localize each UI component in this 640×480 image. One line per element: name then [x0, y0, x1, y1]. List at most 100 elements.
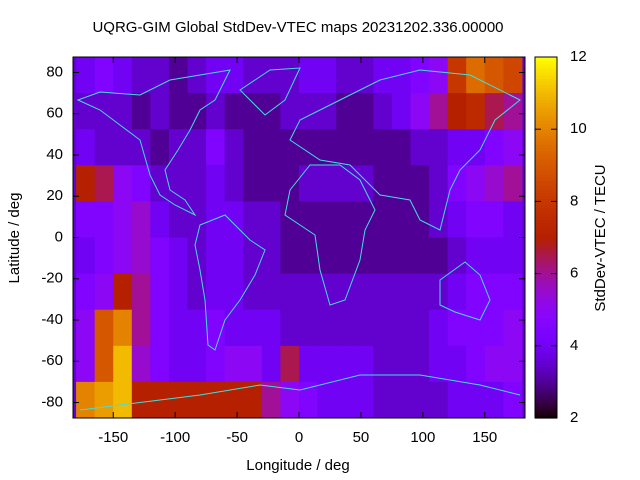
colorbar-step: [535, 138, 557, 142]
colorbar-step: [535, 243, 557, 248]
axes: 2 4 6 8 10 12 -150 -100 -50 0 50 100 150 -80 -60 -40 -20…: [41, 48, 586, 446]
colorbar-step: [535, 363, 557, 368]
heatmap-cell: [317, 165, 337, 202]
heatmap-cell: [484, 93, 504, 130]
heatmap-cell: [94, 93, 114, 130]
colorbar-step: [535, 318, 557, 323]
heatmap-cell: [336, 237, 356, 275]
colorbar-tick-label: 12: [570, 48, 587, 65]
heatmap-cell: [94, 57, 114, 94]
colorbar-step: [535, 333, 557, 338]
heatmap-cell: [76, 237, 96, 275]
heatmap-cell: [354, 273, 374, 311]
heatmap-cell: [113, 93, 133, 130]
chart-title: UQRG-GIM Global StdDev-VTEC maps 2023120…: [92, 19, 503, 36]
colorbar-step: [535, 144, 557, 148]
colorbar-step: [535, 402, 557, 407]
y-axis-label: Latitude / deg: [6, 193, 23, 284]
colorbar-step: [535, 261, 557, 266]
heatmap-cell: [484, 381, 504, 419]
colorbar-tick-label: 6: [570, 265, 578, 282]
heatmap-cell: [187, 165, 207, 202]
colorbar-step: [535, 198, 557, 202]
heatmap-cell: [466, 165, 486, 202]
heatmap-cell: [410, 345, 430, 383]
colorbar-tick-label: 10: [570, 120, 587, 137]
heatmap-cell: [280, 57, 300, 94]
heatmap-cell: [76, 345, 96, 383]
heatmap-cell: [150, 165, 170, 202]
heatmap-cell: [391, 273, 411, 311]
colorbar-step: [535, 120, 557, 124]
heatmap-cell: [168, 57, 189, 94]
heatmap-cell: [336, 57, 356, 94]
heatmap-cell: [150, 93, 170, 130]
heatmap-cell: [373, 129, 393, 166]
heatmap-cell: [447, 237, 467, 275]
colorbar-step: [535, 369, 557, 374]
heatmap-cell: [410, 273, 430, 311]
colorbar-step: [535, 345, 557, 350]
heatmap-cell: [243, 93, 263, 130]
heatmap-cell: [373, 201, 393, 238]
colorbar-step: [535, 108, 557, 112]
heatmap-cell: [466, 93, 486, 130]
y-tick-label: -80: [41, 393, 63, 410]
heatmap-cell: [243, 237, 263, 275]
heatmap-cell: [206, 129, 226, 166]
heatmap-cell: [187, 309, 207, 347]
colorbar-step: [535, 297, 557, 302]
heatmap-cell: [336, 93, 356, 130]
heatmap-cell: [187, 381, 207, 419]
heatmap-cell: [447, 165, 467, 202]
heatmap-cell: [150, 237, 170, 275]
coastline: [76, 69, 231, 217]
heatmap-cell: [317, 345, 337, 383]
heatmap-cell: [187, 201, 207, 238]
heatmap-cell: [447, 129, 467, 166]
heatmap-cell: [484, 345, 504, 383]
heatmap-cell: [94, 273, 114, 311]
colorbar-step: [535, 72, 557, 76]
heatmap-cell: [317, 381, 337, 419]
heatmap-cell: [94, 309, 114, 347]
colorbar-step: [535, 270, 557, 275]
heatmap-cell: [299, 309, 319, 347]
heatmap-cell: [299, 57, 319, 94]
colorbar-step: [535, 201, 557, 206]
colorbar-step: [535, 255, 557, 260]
colorbar-step: [535, 225, 557, 230]
heatmap-cell: [373, 237, 393, 275]
heatmap-cell: [261, 129, 281, 166]
colorbar-step: [535, 312, 557, 317]
heatmap-cell: [113, 237, 133, 275]
x-tick-label: -50: [226, 429, 248, 446]
heatmap-cell: [429, 57, 449, 94]
heatmap-cell: [503, 129, 523, 166]
heatmap-cell: [94, 165, 114, 202]
colorbar-step: [535, 414, 557, 419]
colorbar-step: [535, 300, 557, 305]
heatmap-cell: [503, 201, 523, 238]
colorbar-step: [535, 141, 557, 145]
y-tick-label: 40: [46, 146, 63, 163]
heatmap-cell: [336, 129, 356, 166]
colorbar-step: [535, 321, 557, 326]
heatmap-cell: [503, 273, 523, 311]
colorbar-step: [535, 360, 557, 365]
heatmap-cell: [429, 93, 449, 130]
heatmap-cell: [354, 129, 374, 166]
colorbar-step: [535, 315, 557, 320]
colorbar-step: [535, 309, 557, 314]
heatmap-cell: [243, 273, 263, 311]
heatmap-cell: [373, 345, 393, 383]
heatmap-cell: [187, 129, 207, 166]
heatmap-cell: [391, 57, 411, 94]
colorbar-step: [535, 168, 557, 172]
y-tick-label: 20: [46, 187, 63, 204]
x-tick-label: 50: [353, 429, 370, 446]
heatmap-cell: [354, 165, 374, 202]
colorbar-step: [535, 204, 557, 209]
heatmap-cell: [76, 93, 96, 130]
